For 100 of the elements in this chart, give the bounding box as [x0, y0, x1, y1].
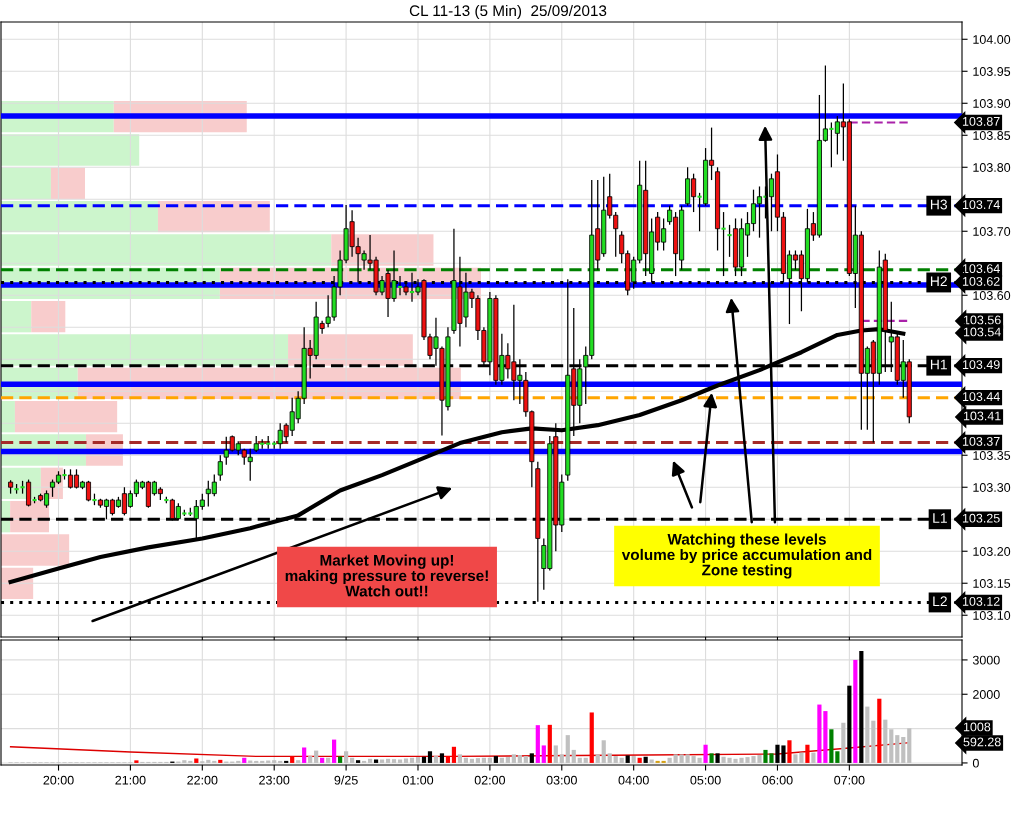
bar: [895, 735, 900, 763]
y-tick-label: 103.95: [973, 67, 1011, 76]
x-tick-label: 02:00: [474, 775, 506, 785]
bar: [607, 753, 612, 763]
bar: [613, 756, 618, 763]
bar: [511, 754, 516, 763]
bar: [302, 747, 307, 763]
bar: [1, 134, 140, 166]
bar: [565, 735, 570, 763]
bar: [787, 740, 792, 763]
bar: [314, 750, 319, 763]
text: 592.28: [963, 737, 1001, 747]
x-tick-label: 03:00: [546, 775, 577, 785]
bar: [505, 757, 510, 763]
bar: [391, 759, 397, 763]
bar: [631, 756, 636, 763]
x-tick-label: 20:00: [43, 775, 74, 785]
bar: [871, 720, 876, 763]
y-tick-label: 103.15: [973, 579, 1011, 588]
y-tick-label: 103.35: [973, 451, 1011, 460]
bar: [559, 754, 564, 763]
bar: [344, 751, 349, 763]
bar: [463, 757, 469, 763]
bar: [290, 756, 295, 763]
annotation: 103.62: [962, 276, 1000, 286]
bar: [805, 744, 810, 763]
y-tick-label: 103.90: [973, 99, 1011, 108]
bar: [709, 753, 714, 763]
text: 103.56: [963, 315, 1001, 325]
bar: [841, 722, 846, 763]
chart-title: CL 11-13 (5 Min) 25/09/2013: [409, 4, 607, 20]
bar: [475, 758, 480, 763]
annotation: 103.49: [962, 360, 1000, 370]
bar: [583, 757, 588, 763]
bar: [535, 725, 540, 763]
bar: [1, 234, 332, 266]
bar: [385, 758, 391, 763]
annotation: Watching these levels volume by price accumulation and Zone testing: [621, 533, 872, 579]
bar: [547, 724, 552, 763]
x-tick-label: 21:00: [115, 775, 146, 785]
bar: [853, 659, 858, 763]
bar: [517, 755, 522, 763]
annotation: 103.25: [962, 513, 1000, 523]
y-tick-label: 104.00: [973, 35, 1011, 44]
annotation: Market Moving up! making pressure to reverse! Watch out!!: [285, 554, 488, 597]
annotation: 103.44: [962, 392, 1000, 402]
x-tick-label: 04:00: [618, 775, 649, 785]
ref-line-label: L1: [933, 513, 947, 523]
bar: [1, 167, 51, 199]
bar: [487, 757, 492, 763]
line-series: [9, 741, 910, 758]
ref-line-label: H2: [930, 276, 947, 287]
bar: [481, 757, 486, 763]
x-tick-label: 06:00: [762, 775, 793, 785]
bar: [589, 712, 594, 763]
bar: [338, 756, 343, 763]
x-tick-label: 9/25: [334, 775, 358, 785]
x-tick-label: 22:00: [187, 775, 218, 785]
y-tick-label: 103.60: [973, 291, 1011, 300]
y-tick-label: 103.10: [973, 611, 1011, 620]
bar: [134, 760, 139, 763]
x-tick-label: 23:00: [259, 775, 290, 785]
bar: [469, 758, 475, 763]
bar: [541, 745, 546, 763]
bar: [415, 757, 421, 763]
candlestick: [26, 478, 32, 508]
bar: [829, 729, 834, 763]
bar: [272, 760, 277, 763]
bar: [1, 301, 32, 333]
bar: [433, 756, 439, 763]
bar: [877, 698, 882, 763]
bar: [403, 758, 409, 763]
ref-line-label: H1: [930, 359, 947, 370]
bar: [409, 757, 415, 763]
bar: [571, 749, 576, 763]
text: 103.54: [963, 327, 1001, 337]
bar: [499, 757, 504, 763]
y-tick-label: 3000: [972, 655, 1000, 665]
annotation: 103.64: [962, 264, 1000, 274]
annotation: 103.37: [962, 436, 1000, 446]
y-tick-label: 103.80: [973, 163, 1011, 172]
annotation: 103.87: [962, 116, 1000, 126]
bar: [1, 334, 289, 366]
bar: [14, 401, 118, 433]
bar: [619, 757, 624, 763]
ref-line-label: L2: [933, 596, 947, 607]
y-tick-label: 103.70: [973, 227, 1011, 236]
bar: [332, 739, 337, 763]
bar: [445, 756, 451, 763]
bar: [296, 760, 301, 763]
bar: [907, 728, 912, 763]
bar: [577, 757, 582, 763]
bar: [703, 744, 708, 763]
bar: [182, 760, 187, 763]
ref-line-label: H3: [930, 199, 947, 210]
bar: [595, 754, 600, 763]
x-tick-label: 01:00: [402, 775, 434, 785]
bar: [679, 754, 684, 763]
bar: [326, 757, 331, 763]
bar: [601, 740, 606, 763]
